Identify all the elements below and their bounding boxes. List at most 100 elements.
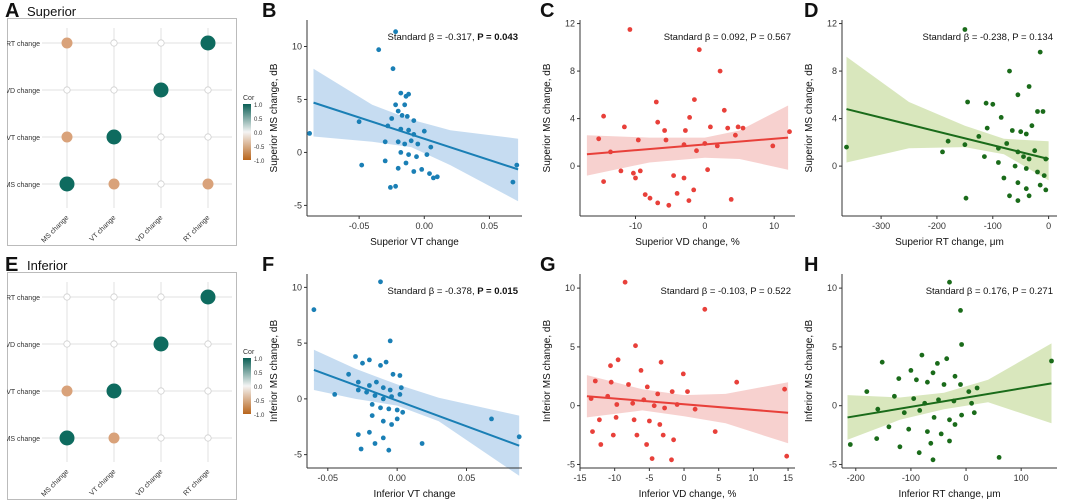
- data-point: [424, 152, 430, 158]
- data-point: [346, 371, 351, 377]
- y-tick-label: 0: [297, 147, 302, 157]
- data-point: [378, 279, 383, 285]
- data-point: [874, 436, 880, 441]
- y-tick-label: -5: [567, 459, 575, 469]
- data-point: [982, 154, 987, 160]
- y-tick-label: 5: [832, 342, 837, 352]
- data-point: [307, 131, 312, 136]
- data-point: [614, 402, 620, 407]
- data-point: [608, 379, 614, 385]
- corr-cell-ms-change-rt-change: [63, 293, 71, 301]
- data-point: [649, 456, 655, 461]
- data-point: [911, 396, 917, 401]
- legend-title: Cor: [243, 349, 255, 356]
- y-tick-label: 4: [832, 114, 837, 124]
- data-point: [1032, 148, 1038, 154]
- data-point: [686, 198, 692, 204]
- data-point: [662, 128, 667, 133]
- corr-cell-vt-change-vd-change: [110, 340, 118, 348]
- data-point: [916, 450, 922, 456]
- data-point: [387, 387, 393, 393]
- data-point: [380, 396, 386, 402]
- data-point: [397, 392, 403, 397]
- data-point: [787, 129, 792, 135]
- data-point: [931, 415, 937, 420]
- corr-x-label-vd-change: VD change: [135, 468, 165, 498]
- data-point: [386, 447, 392, 453]
- corr-y-label-ms-change: MS change: [7, 436, 40, 443]
- data-point: [419, 441, 425, 446]
- data-point: [408, 138, 414, 144]
- y-tick-label: -5: [294, 450, 302, 460]
- data-point: [1021, 154, 1026, 160]
- data-point: [1037, 182, 1043, 188]
- data-point: [631, 417, 637, 423]
- data-point: [404, 114, 410, 119]
- x-tick-label: 5: [716, 473, 721, 483]
- data-point: [952, 422, 958, 427]
- data-point: [434, 174, 440, 180]
- data-point: [886, 424, 892, 430]
- regression-line: [846, 108, 1049, 160]
- data-point: [702, 306, 708, 312]
- data-point: [610, 432, 616, 438]
- corr-cell-vt-change-vd-change: [110, 86, 118, 94]
- corr-x-label-vt-change: VT change: [89, 468, 118, 497]
- data-point: [644, 442, 649, 447]
- data-point: [1037, 49, 1043, 55]
- data-point: [844, 144, 849, 150]
- data-point: [1043, 187, 1049, 193]
- data-point: [588, 396, 594, 401]
- corr-cell-vt-change-rt-change: [110, 39, 118, 47]
- y-tick-label: 0: [570, 161, 575, 171]
- data-point: [962, 27, 968, 32]
- data-point: [908, 368, 914, 373]
- data-point: [660, 432, 666, 438]
- data-point: [958, 382, 963, 387]
- data-point: [965, 99, 970, 105]
- data-point: [615, 357, 621, 363]
- data-point: [687, 115, 692, 120]
- corr-cell-ms-change-rt-change: [61, 37, 73, 49]
- stat-annotation: Standard β = 0.092, P = 0.567: [664, 32, 791, 43]
- data-point: [393, 29, 398, 35]
- stat-p-value: P = 0.567: [750, 32, 791, 43]
- x-axis-label: Inferior VT change: [373, 489, 456, 500]
- data-point: [402, 141, 408, 147]
- y-tick-label: 10: [292, 41, 302, 51]
- data-point: [398, 90, 404, 96]
- data-point: [630, 400, 636, 406]
- corr-cell-vt-change-ms-change: [108, 178, 120, 190]
- data-point: [669, 457, 674, 463]
- confidence-band: [847, 343, 1052, 440]
- data-point: [1015, 149, 1021, 155]
- stat-p-value: P = 0.271: [1012, 286, 1053, 297]
- regression-line: [847, 382, 1052, 419]
- data-point: [958, 308, 963, 313]
- data-point: [394, 416, 400, 422]
- stat-annotation: Standard β = -0.238, P = 0.134: [923, 32, 1053, 43]
- data-point: [969, 400, 974, 406]
- x-tick-label: 10: [769, 221, 779, 231]
- stat-annotation: Standard β = -0.317, P = 0.043: [388, 32, 518, 43]
- x-axis-label: Superior VT change: [370, 237, 459, 248]
- y-axis-label: Inferior MS change, dB: [542, 320, 553, 423]
- corr-cell-rt-change-rt-change: [200, 35, 216, 51]
- data-point: [355, 432, 361, 437]
- x-tick-label: 0.05: [458, 473, 476, 483]
- data-point: [1035, 169, 1040, 175]
- data-point: [355, 379, 361, 385]
- corr-y-label-rt-change: RT change: [7, 295, 40, 302]
- data-point: [717, 68, 723, 74]
- section-title-superior: Superior: [27, 4, 77, 19]
- corr-x-label-ms-change: MS change: [40, 468, 70, 498]
- data-point: [655, 391, 661, 397]
- corr-cell-vt-change-rt-change: [110, 293, 118, 301]
- y-tick-label: 0: [297, 394, 302, 404]
- corr-x-label-rt-change: RT change: [182, 214, 211, 243]
- data-point: [633, 343, 638, 349]
- x-tick-label: -0.05: [349, 221, 370, 231]
- x-tick-label: 0.00: [388, 473, 406, 483]
- data-point: [380, 418, 386, 424]
- data-point: [608, 363, 613, 369]
